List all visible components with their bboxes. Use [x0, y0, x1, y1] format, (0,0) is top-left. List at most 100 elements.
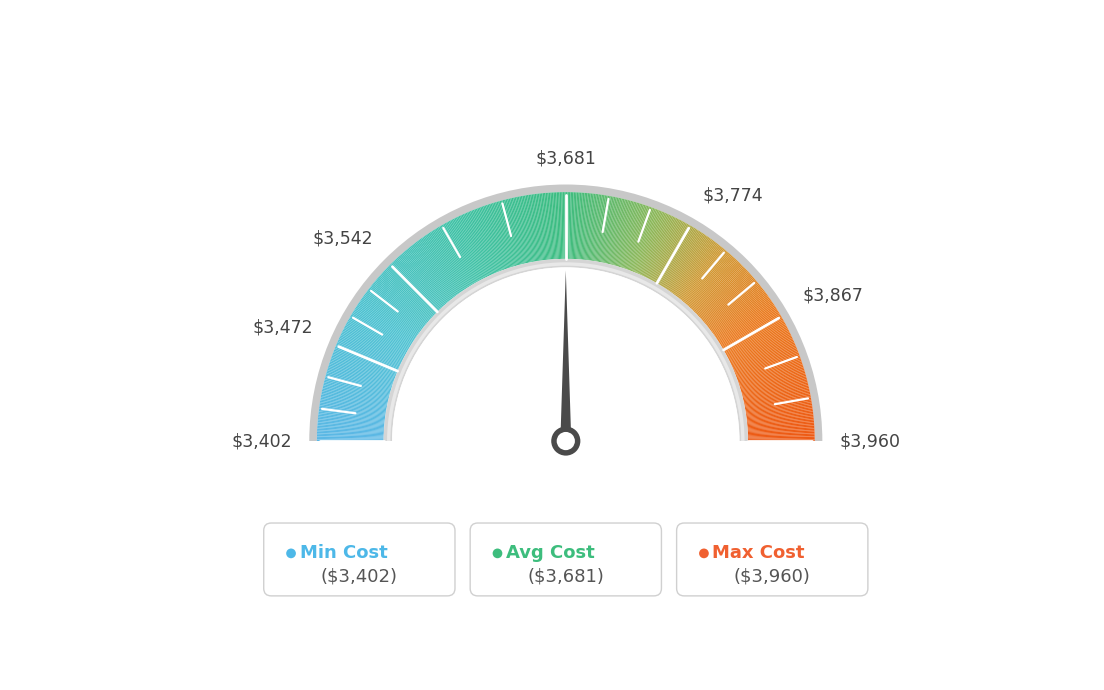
Wedge shape — [564, 192, 565, 259]
Wedge shape — [401, 253, 446, 304]
Wedge shape — [709, 287, 763, 329]
Wedge shape — [569, 192, 571, 259]
Wedge shape — [591, 195, 602, 261]
Wedge shape — [418, 239, 459, 295]
Wedge shape — [425, 235, 464, 291]
Wedge shape — [658, 227, 694, 285]
Wedge shape — [319, 405, 385, 416]
Wedge shape — [375, 280, 427, 324]
Wedge shape — [336, 345, 397, 372]
Wedge shape — [575, 193, 580, 259]
Wedge shape — [457, 217, 487, 277]
Wedge shape — [325, 379, 390, 397]
Wedge shape — [645, 217, 675, 277]
Wedge shape — [739, 364, 803, 386]
Wedge shape — [309, 184, 822, 441]
Wedge shape — [318, 422, 384, 428]
Wedge shape — [331, 357, 394, 380]
Wedge shape — [659, 228, 696, 286]
Wedge shape — [538, 193, 546, 260]
Wedge shape — [601, 197, 616, 263]
Wedge shape — [406, 249, 449, 302]
Wedge shape — [682, 249, 725, 302]
Wedge shape — [548, 193, 553, 259]
Wedge shape — [679, 246, 722, 299]
Wedge shape — [467, 212, 495, 274]
Wedge shape — [737, 358, 802, 382]
Wedge shape — [414, 242, 456, 297]
Wedge shape — [452, 219, 484, 279]
Wedge shape — [348, 319, 406, 353]
Wedge shape — [595, 195, 608, 262]
Wedge shape — [572, 193, 575, 259]
Wedge shape — [735, 351, 798, 376]
Wedge shape — [442, 224, 476, 283]
Wedge shape — [588, 194, 598, 260]
Wedge shape — [746, 410, 813, 420]
Wedge shape — [605, 198, 622, 264]
Wedge shape — [497, 201, 516, 266]
Wedge shape — [422, 237, 461, 293]
Wedge shape — [731, 337, 793, 366]
Wedge shape — [607, 199, 623, 264]
Wedge shape — [744, 386, 809, 402]
Wedge shape — [368, 290, 421, 331]
Wedge shape — [671, 238, 711, 293]
Wedge shape — [319, 410, 385, 420]
Wedge shape — [745, 397, 811, 411]
Wedge shape — [392, 262, 439, 310]
Text: $3,542: $3,542 — [312, 229, 373, 247]
Wedge shape — [584, 193, 593, 260]
Wedge shape — [317, 424, 384, 430]
Wedge shape — [322, 385, 389, 402]
Wedge shape — [741, 373, 806, 393]
Wedge shape — [319, 406, 385, 417]
Wedge shape — [747, 436, 815, 439]
Wedge shape — [703, 277, 755, 322]
Wedge shape — [492, 203, 512, 267]
Wedge shape — [662, 230, 699, 287]
Circle shape — [551, 426, 581, 455]
Wedge shape — [380, 274, 431, 319]
Wedge shape — [647, 219, 679, 279]
Wedge shape — [623, 205, 646, 268]
Wedge shape — [352, 312, 411, 347]
Wedge shape — [333, 349, 396, 375]
Wedge shape — [730, 334, 792, 364]
Wedge shape — [371, 285, 424, 328]
Wedge shape — [678, 246, 721, 299]
Wedge shape — [370, 286, 423, 328]
Wedge shape — [747, 420, 814, 426]
Wedge shape — [614, 201, 633, 266]
Wedge shape — [708, 285, 761, 328]
Wedge shape — [423, 236, 463, 292]
Wedge shape — [393, 261, 440, 310]
Wedge shape — [740, 366, 804, 387]
Wedge shape — [667, 233, 704, 290]
Wedge shape — [553, 193, 558, 259]
Wedge shape — [516, 197, 531, 263]
Wedge shape — [585, 193, 594, 260]
Wedge shape — [711, 290, 764, 331]
Wedge shape — [471, 210, 498, 273]
Wedge shape — [318, 411, 385, 420]
Wedge shape — [702, 277, 754, 322]
Wedge shape — [684, 253, 730, 304]
Wedge shape — [336, 344, 399, 371]
Wedge shape — [711, 291, 765, 332]
Wedge shape — [318, 417, 384, 425]
Wedge shape — [725, 321, 785, 354]
Wedge shape — [648, 219, 680, 279]
Wedge shape — [745, 402, 811, 414]
Wedge shape — [712, 292, 766, 333]
Wedge shape — [482, 206, 507, 269]
Wedge shape — [657, 225, 691, 284]
Wedge shape — [612, 200, 629, 265]
Wedge shape — [580, 193, 586, 259]
Wedge shape — [697, 268, 746, 315]
Wedge shape — [613, 200, 630, 265]
Text: Avg Cost: Avg Cost — [506, 544, 595, 562]
Wedge shape — [713, 295, 768, 335]
Wedge shape — [740, 368, 805, 389]
Wedge shape — [427, 233, 465, 290]
